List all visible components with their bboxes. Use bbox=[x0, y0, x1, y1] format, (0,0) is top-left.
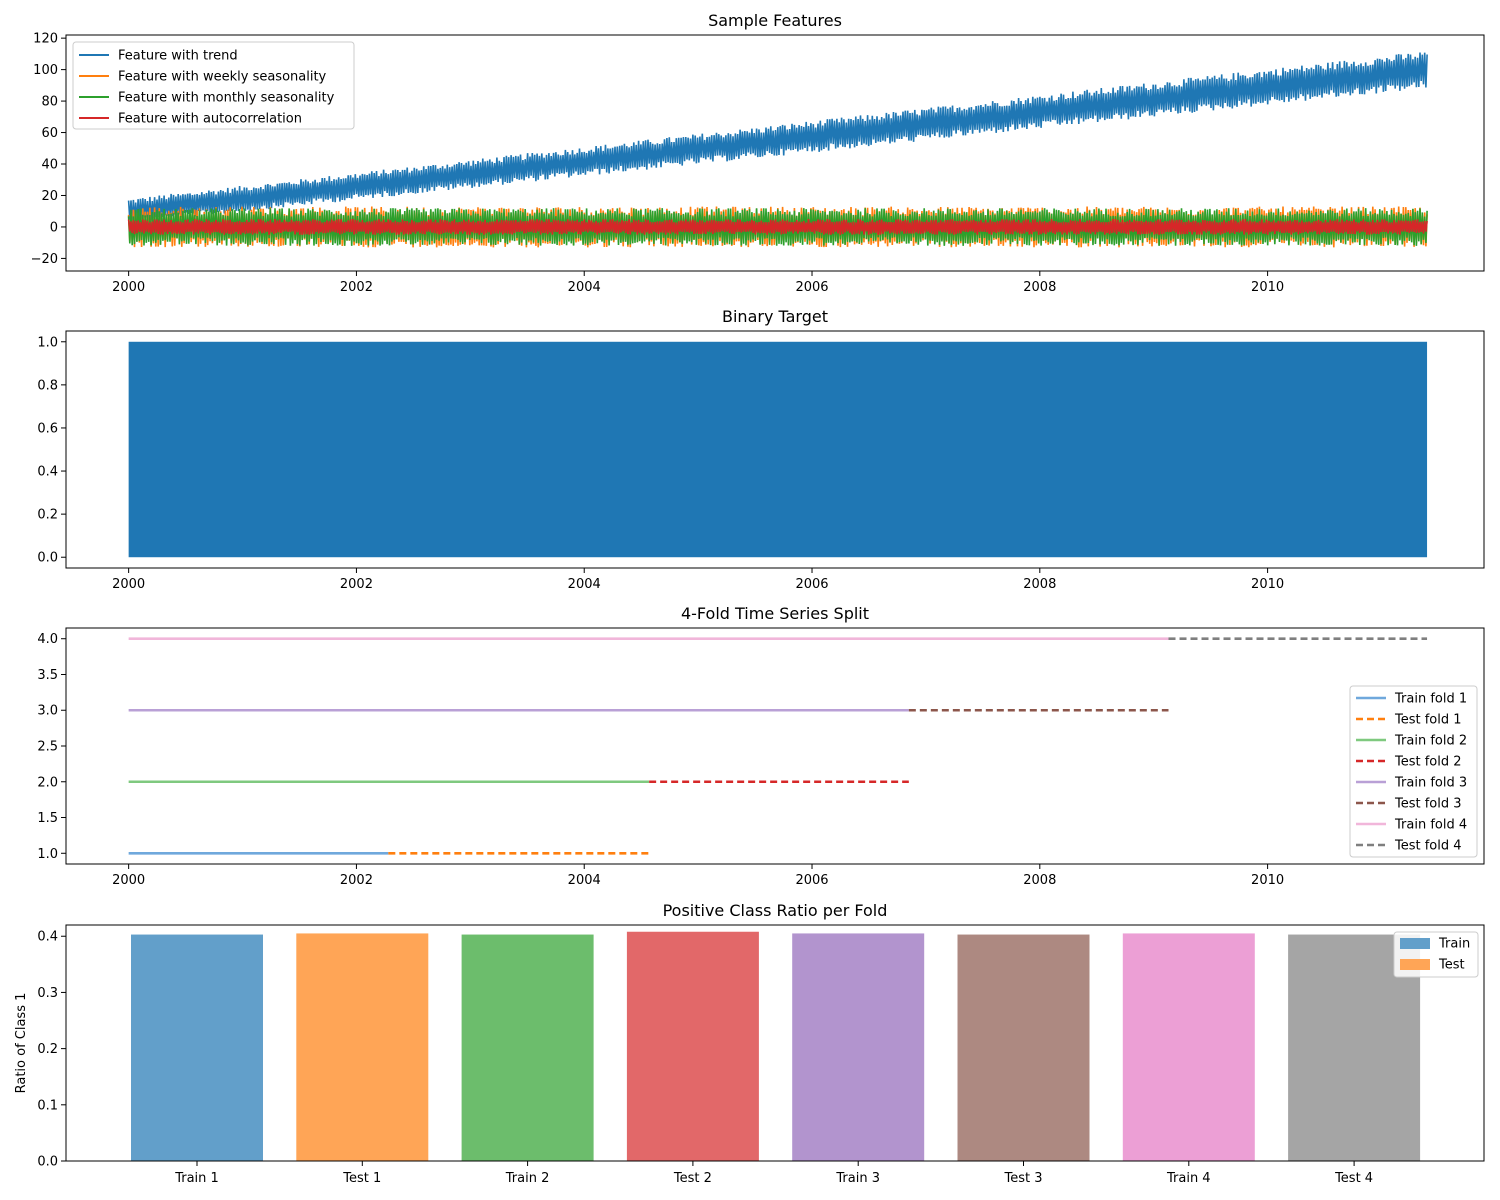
x-tick-label: Test 1 bbox=[342, 1171, 381, 1186]
axes-frame bbox=[65, 627, 1485, 865]
x-tick-label: 2010 bbox=[1251, 577, 1284, 592]
panel-4: Positive Class Ratio per Fold 0.0 0.1 0.2 0.… bbox=[14, 901, 1485, 1186]
legend-swatch bbox=[1400, 959, 1430, 970]
x-tick-label: Test 2 bbox=[673, 1171, 712, 1186]
bar-train-1 bbox=[131, 934, 263, 1161]
legend-label: Train fold 2 bbox=[1394, 734, 1467, 749]
y-tick-label: 120 bbox=[33, 32, 58, 47]
x-tick-label: 2004 bbox=[568, 577, 601, 592]
legend-label: Test fold 2 bbox=[1394, 755, 1462, 770]
legend-box bbox=[72, 41, 355, 130]
panel-3: 4-Fold Time Series Split 1.0 1.5 2.0 2.5 3.0 3… bbox=[37, 604, 1485, 888]
y-tick-label: 0.4 bbox=[37, 930, 58, 945]
legend-label: Test fold 4 bbox=[1394, 839, 1462, 854]
legend-label: Test fold 1 bbox=[1394, 713, 1462, 728]
y-tick-label: 4.0 bbox=[37, 632, 58, 647]
bar-train-2 bbox=[461, 934, 594, 1161]
y-tick-label: 0.2 bbox=[37, 1042, 58, 1057]
y-tick-label: 1.0 bbox=[37, 335, 58, 350]
panel-2-title: Binary Target bbox=[722, 307, 828, 326]
y-axis-label: Ratio of Class 1 bbox=[14, 993, 29, 1094]
y-tick-label: −20 bbox=[31, 252, 58, 267]
legend: Feature with trend Feature with weekly se… bbox=[72, 41, 355, 130]
x-tick-label: 2002 bbox=[340, 577, 373, 592]
y-tick-label: 1.5 bbox=[37, 811, 58, 826]
binary-target-band bbox=[128, 341, 1428, 558]
y-tick-label: 0.6 bbox=[37, 421, 58, 436]
legend-label: Feature with trend bbox=[118, 49, 238, 64]
y-tick-label: 0.0 bbox=[37, 551, 58, 566]
legend-label: Test fold 3 bbox=[1394, 797, 1462, 812]
plot-area bbox=[127, 52, 1428, 248]
y-tick-label: 80 bbox=[41, 95, 58, 110]
x-tick-label: 2008 bbox=[1023, 280, 1056, 295]
axes-frame bbox=[65, 34, 1485, 272]
series-line-4 bbox=[127, 219, 1428, 235]
legend-label: Feature with weekly seasonality bbox=[118, 70, 327, 85]
x-tick-label: Test 3 bbox=[1003, 1171, 1042, 1186]
x-tick-label: 2000 bbox=[112, 280, 145, 295]
x-tick-label: 2004 bbox=[568, 280, 601, 295]
legend-label: Feature with monthly seasonality bbox=[118, 91, 335, 106]
y-tick-label: 0.2 bbox=[37, 508, 58, 523]
legend-box bbox=[1349, 685, 1478, 858]
y-tick-label: 0.3 bbox=[37, 986, 58, 1001]
axes-frame bbox=[65, 924, 1485, 1162]
panel-1-title: Sample Features bbox=[708, 11, 842, 30]
x-tick-label: 2010 bbox=[1251, 873, 1284, 888]
panel-3-title: 4-Fold Time Series Split bbox=[681, 604, 869, 623]
series-line-1 bbox=[127, 52, 1428, 224]
y-tick-label: 100 bbox=[33, 63, 58, 78]
y-tick-label: 60 bbox=[41, 126, 58, 141]
y-tick-label: 3.0 bbox=[37, 704, 58, 719]
legend: Train Test bbox=[1393, 931, 1479, 978]
legend-label: Train fold 4 bbox=[1394, 818, 1467, 833]
x-tick-label: 2004 bbox=[568, 873, 601, 888]
legend-label: Feature with autocorrelation bbox=[118, 112, 302, 127]
y-tick-label: 0 bbox=[50, 220, 58, 235]
bar-test-1 bbox=[296, 933, 429, 1161]
panel-1: Sample Features −20 0 20 40 60 80 100 120 2000 200… bbox=[31, 11, 1485, 295]
bar-test-2 bbox=[626, 931, 759, 1161]
panel-2: Binary Target 0.0 0.2 0.4 0.6 0.8 1.0 2000 2002 2… bbox=[37, 307, 1485, 592]
y-tick-label: 0.4 bbox=[37, 465, 58, 480]
y-tick-label: 2.5 bbox=[37, 740, 58, 755]
x-tick-label: 2008 bbox=[1023, 873, 1056, 888]
axes-frame bbox=[65, 330, 1485, 569]
x-tick-label: 2002 bbox=[340, 280, 373, 295]
bar-test-3 bbox=[957, 934, 1090, 1161]
y-tick-label: 0.1 bbox=[37, 1098, 58, 1113]
x-tick-label: 2008 bbox=[1023, 577, 1056, 592]
x-tick-label: Train 3 bbox=[835, 1171, 880, 1186]
x-tick-label: 2002 bbox=[340, 873, 373, 888]
legend-label: Train fold 3 bbox=[1394, 776, 1467, 791]
x-tick-label: Train 1 bbox=[174, 1171, 219, 1186]
x-tick-label: 2006 bbox=[795, 577, 828, 592]
legend-label: Train fold 1 bbox=[1394, 692, 1467, 707]
y-tick-label: 1.0 bbox=[37, 847, 58, 862]
panel-4-title: Positive Class Ratio per Fold bbox=[663, 901, 888, 920]
bar-train-4 bbox=[1122, 933, 1255, 1161]
x-tick-label: 2010 bbox=[1251, 280, 1284, 295]
x-tick-label: Test 4 bbox=[1334, 1171, 1373, 1186]
legend-label: Train bbox=[1438, 937, 1470, 952]
y-tick-label: 0.8 bbox=[37, 378, 58, 393]
legend-swatch bbox=[1400, 938, 1430, 949]
y-tick-label: 2.0 bbox=[37, 775, 58, 790]
x-tick-label: 2000 bbox=[112, 577, 145, 592]
legend-label: Test bbox=[1438, 958, 1465, 973]
x-tick-label: 2000 bbox=[112, 873, 145, 888]
y-tick-label: 3.5 bbox=[37, 668, 58, 683]
y-tick-label: 0.0 bbox=[37, 1155, 58, 1170]
x-tick-label: 2006 bbox=[795, 280, 828, 295]
x-tick-label: Train 2 bbox=[505, 1171, 550, 1186]
bar-train-3 bbox=[792, 933, 925, 1161]
legend: Train fold 1 Test fold 1 Train fold 2 Test … bbox=[1349, 685, 1478, 858]
x-tick-label: 2006 bbox=[795, 873, 828, 888]
y-tick-label: 40 bbox=[41, 158, 58, 173]
y-tick-label: 20 bbox=[41, 189, 58, 204]
x-tick-label: Train 4 bbox=[1166, 1171, 1211, 1186]
